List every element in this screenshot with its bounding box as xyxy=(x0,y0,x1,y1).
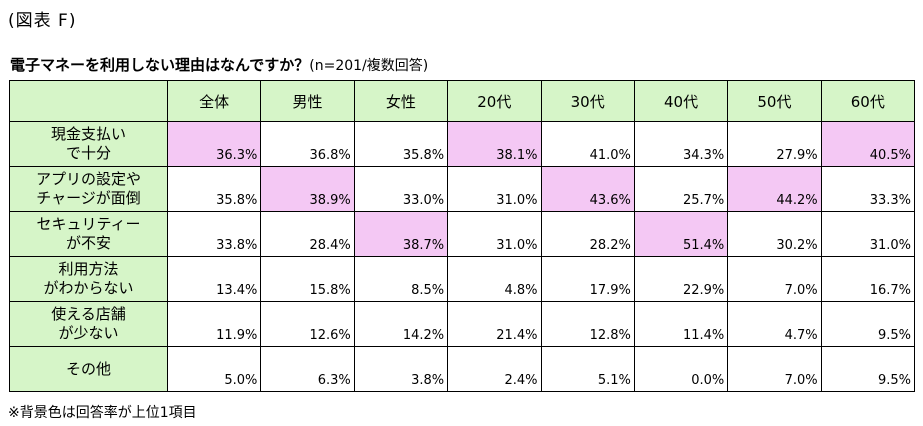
value-cell: 12.8% xyxy=(540,301,635,347)
row-label-line: チャージが面倒 xyxy=(36,189,141,207)
value-cell: 28.2% xyxy=(540,211,635,257)
row-label-line: がわからない xyxy=(43,279,134,297)
value-cell: 33.3% xyxy=(820,166,916,212)
value-cell: 44.2% xyxy=(727,166,822,212)
column-header-all: 全体 xyxy=(166,80,262,122)
sample-note: (n=201/複数回答) xyxy=(309,58,429,74)
value-cell: 40.5% xyxy=(820,121,916,167)
column-header-female: 女性 xyxy=(353,80,449,122)
value-cell: 14.2% xyxy=(353,301,449,347)
header-row: 全体 男性 女性 20代 30代 40代 50代 60代 xyxy=(9,80,916,122)
row-label-line: セキュリティー xyxy=(36,215,141,233)
value-cell: 9.5% xyxy=(820,301,916,347)
column-header-male: 男性 xyxy=(260,80,355,122)
value-cell: 27.9% xyxy=(727,121,822,167)
value-cell: 28.4% xyxy=(260,211,355,257)
value-cell: 36.8% xyxy=(260,121,355,167)
value-cell: 21.4% xyxy=(447,301,542,347)
value-cell: 38.1% xyxy=(447,121,542,167)
value-cell: 31.0% xyxy=(447,211,542,257)
table-row: 使える店舗 が少ない 11.9% 12.6% 14.2% 21.4% 12.8% … xyxy=(9,301,916,347)
row-label: アプリの設定や チャージが面倒 xyxy=(9,166,168,212)
row-label: その他 xyxy=(9,346,168,392)
value-cell: 6.3% xyxy=(260,346,355,392)
value-cell: 2.4% xyxy=(447,346,542,392)
value-cell: 31.0% xyxy=(447,166,542,212)
table-row: セキュリティー が不安 33.8% 28.4% 38.7% 31.0% 28.2%… xyxy=(9,211,916,257)
row-label: 使える店舗 が少ない xyxy=(9,301,168,347)
footnote: ※背景色は回答率が上位1項目 xyxy=(8,405,197,421)
value-cell: 8.5% xyxy=(353,256,449,302)
row-label: 現金支払い で十分 xyxy=(9,121,168,167)
value-cell: 31.0% xyxy=(820,211,916,257)
value-cell: 11.4% xyxy=(633,301,729,347)
value-cell: 35.8% xyxy=(353,121,449,167)
value-cell: 34.3% xyxy=(633,121,729,167)
value-cell: 41.0% xyxy=(540,121,635,167)
value-cell: 51.4% xyxy=(633,211,729,257)
value-cell: 15.8% xyxy=(260,256,355,302)
value-cell: 35.8% xyxy=(166,166,262,212)
value-cell: 7.0% xyxy=(727,346,822,392)
value-cell: 11.9% xyxy=(166,301,262,347)
value-cell: 36.3% xyxy=(166,121,262,167)
column-header-30s: 30代 xyxy=(540,80,635,122)
table-row: 現金支払い で十分 36.3% 36.8% 35.8% 38.1% 41.0% 3… xyxy=(9,121,916,167)
column-header-40s: 40代 xyxy=(633,80,729,122)
figure-label: (図表 F) xyxy=(8,11,77,31)
row-label: セキュリティー が不安 xyxy=(9,211,168,257)
value-cell: 16.7% xyxy=(820,256,916,302)
row-label-line: が少ない xyxy=(58,324,119,342)
row-label-line: その他 xyxy=(65,359,111,378)
row-label: 利用方法 がわからない xyxy=(9,256,168,302)
table-row: 利用方法 がわからない 13.4% 15.8% 8.5% 4.8% 17.9% 2… xyxy=(9,256,916,302)
value-cell: 30.2% xyxy=(727,211,822,257)
row-label-line: で十分 xyxy=(65,144,111,162)
column-header-20s: 20代 xyxy=(447,80,542,122)
survey-result-table: 全体 男性 女性 20代 30代 40代 50代 60代 現金支払い で十分 36… xyxy=(9,80,916,392)
value-cell: 38.9% xyxy=(260,166,355,212)
row-label-line: が不安 xyxy=(65,234,111,252)
table-row: アプリの設定や チャージが面倒 35.8% 38.9% 33.0% 31.0% 4… xyxy=(9,166,916,212)
value-cell: 7.0% xyxy=(727,256,822,302)
value-cell: 5.0% xyxy=(166,346,262,392)
survey-question: 電子マネーを利用しない理由はなんですか？ xyxy=(10,56,310,74)
column-header-60s: 60代 xyxy=(820,80,916,122)
row-label-line: 使える店舗 xyxy=(51,305,126,323)
value-cell: 33.0% xyxy=(353,166,449,212)
corner-cell xyxy=(9,80,168,122)
value-cell: 22.9% xyxy=(633,256,729,302)
value-cell: 3.8% xyxy=(353,346,449,392)
value-cell: 43.6% xyxy=(540,166,635,212)
survey-title: 電子マネーを利用しない理由はなんですか？(n=201/複数回答) xyxy=(10,54,428,75)
table-row: その他 5.0% 6.3% 3.8% 2.4% 5.1% 0.0% 7.0% 9… xyxy=(9,346,916,392)
column-header-50s: 50代 xyxy=(727,80,822,122)
value-cell: 4.7% xyxy=(727,301,822,347)
value-cell: 4.8% xyxy=(447,256,542,302)
value-cell: 25.7% xyxy=(633,166,729,212)
row-label-line: 利用方法 xyxy=(58,260,119,278)
value-cell: 38.7% xyxy=(353,211,449,257)
row-label-line: 現金支払い xyxy=(50,125,126,143)
value-cell: 33.8% xyxy=(166,211,262,257)
row-label-line: アプリの設定や xyxy=(35,170,141,188)
value-cell: 5.1% xyxy=(540,346,635,392)
value-cell: 12.6% xyxy=(260,301,355,347)
value-cell: 17.9% xyxy=(540,256,635,302)
value-cell: 13.4% xyxy=(166,256,262,302)
value-cell: 0.0% xyxy=(633,346,729,392)
value-cell: 9.5% xyxy=(820,346,916,392)
